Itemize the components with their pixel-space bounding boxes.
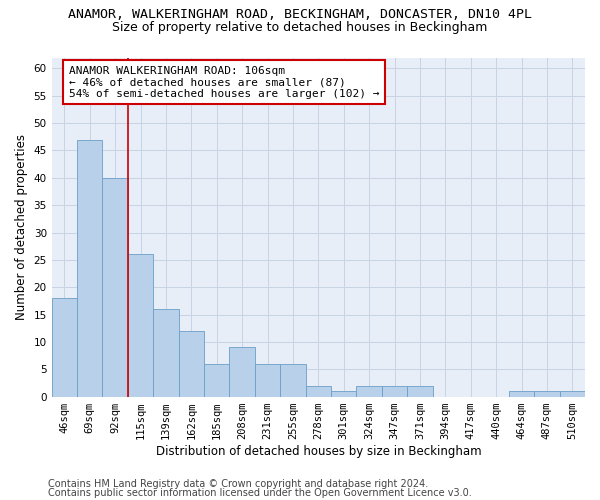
Bar [153,309,179,396]
Text: Contains public sector information licensed under the Open Government Licence v3: Contains public sector information licen… [48,488,472,498]
Bar [305,386,331,396]
Bar [280,364,305,396]
Bar [407,386,433,396]
Y-axis label: Number of detached properties: Number of detached properties [15,134,28,320]
Bar [509,391,534,396]
Bar [229,348,255,397]
Bar [179,331,204,396]
Bar [52,298,77,396]
Bar [534,391,560,396]
Text: ANAMOR, WALKERINGHAM ROAD, BECKINGHAM, DONCASTER, DN10 4PL: ANAMOR, WALKERINGHAM ROAD, BECKINGHAM, D… [68,8,532,20]
Bar [356,386,382,396]
Bar [204,364,229,396]
Bar [103,178,128,396]
Bar [331,391,356,396]
Bar [560,391,585,396]
Bar [77,140,103,396]
Bar [128,254,153,396]
Text: Size of property relative to detached houses in Beckingham: Size of property relative to detached ho… [112,21,488,34]
X-axis label: Distribution of detached houses by size in Beckingham: Distribution of detached houses by size … [155,444,481,458]
Text: Contains HM Land Registry data © Crown copyright and database right 2024.: Contains HM Land Registry data © Crown c… [48,479,428,489]
Text: ANAMOR WALKERINGHAM ROAD: 106sqm
← 46% of detached houses are smaller (87)
54% o: ANAMOR WALKERINGHAM ROAD: 106sqm ← 46% o… [69,66,379,99]
Bar [255,364,280,396]
Bar [382,386,407,396]
